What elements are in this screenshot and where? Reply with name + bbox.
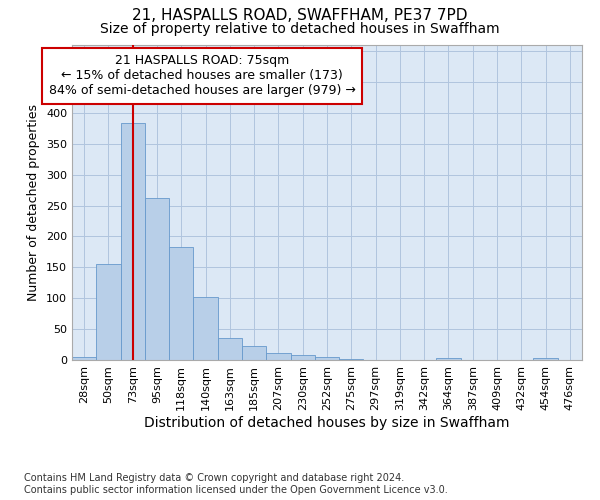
Bar [218, 338, 242, 360]
Bar [436, 358, 461, 360]
Y-axis label: Number of detached properties: Number of detached properties [28, 104, 40, 301]
Bar [315, 357, 339, 360]
Bar [533, 358, 558, 360]
Bar [266, 352, 290, 360]
Bar [96, 264, 121, 360]
Bar [193, 297, 218, 360]
Text: Size of property relative to detached houses in Swaffham: Size of property relative to detached ho… [100, 22, 500, 36]
Bar [72, 357, 96, 360]
Text: Contains HM Land Registry data © Crown copyright and database right 2024.
Contai: Contains HM Land Registry data © Crown c… [24, 474, 448, 495]
Bar [339, 359, 364, 360]
Bar [145, 198, 169, 360]
Bar [121, 124, 145, 360]
Bar [290, 355, 315, 360]
Bar [169, 247, 193, 360]
Text: 21, HASPALLS ROAD, SWAFFHAM, PE37 7PD: 21, HASPALLS ROAD, SWAFFHAM, PE37 7PD [132, 8, 468, 22]
X-axis label: Distribution of detached houses by size in Swaffham: Distribution of detached houses by size … [144, 416, 510, 430]
Text: 21 HASPALLS ROAD: 75sqm
← 15% of detached houses are smaller (173)
84% of semi-d: 21 HASPALLS ROAD: 75sqm ← 15% of detache… [49, 54, 355, 98]
Bar [242, 346, 266, 360]
